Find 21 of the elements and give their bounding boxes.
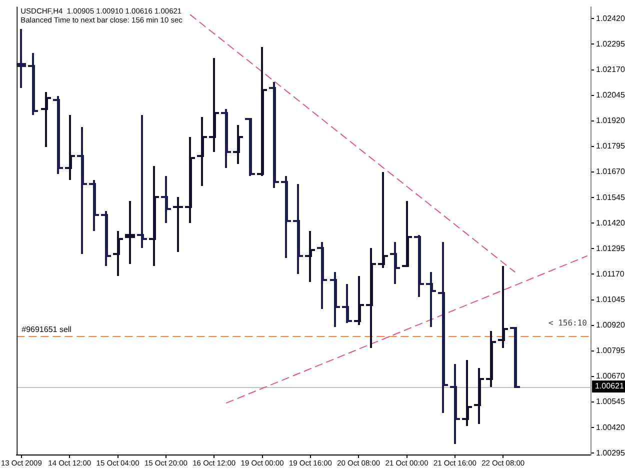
y-tick-label: 1.00920 [596, 320, 625, 330]
y-tick-label: 1.02420 [596, 14, 625, 23]
y-tick-label: 1.01920 [596, 116, 625, 126]
y-tick-label: 1.02045 [596, 90, 625, 100]
ref-line-label: #9691651 sell [22, 324, 72, 334]
y-tick-label: 1.01795 [596, 142, 625, 151]
ref-line-label: 1.00621 [595, 382, 624, 391]
annotation: < 156:10 [548, 318, 588, 328]
y-tick-label: 1.01045 [596, 295, 625, 304]
y-tick-label: 1.01295 [596, 244, 625, 253]
y-tick-label: 1.01545 [596, 192, 625, 202]
y-tick-label: 1.00795 [596, 346, 625, 356]
y-tick-label: 1.01670 [596, 167, 625, 176]
y-tick-label: 1.00420 [596, 422, 625, 432]
y-tick-label: 1.02295 [596, 39, 625, 48]
y-tick-label: 1.01170 [596, 269, 625, 278]
y-tick-label: 1.01420 [596, 218, 625, 228]
y-tick-label: 1.02170 [596, 64, 625, 74]
y-tick-label: 1.00670 [596, 372, 625, 381]
y-tick-label: 1.00545 [596, 397, 625, 406]
y-tick-label: 1.00295 [596, 448, 625, 458]
